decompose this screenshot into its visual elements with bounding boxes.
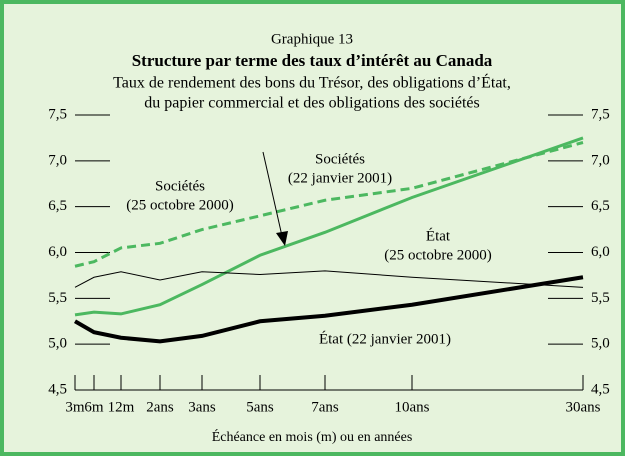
y-tick-label: 4,5: [591, 381, 610, 397]
chart-subtitle: du papier commercial et des obligations …: [144, 95, 479, 112]
series-label: État (22 janvier 2001): [319, 330, 451, 347]
series-label: (22 janvier 2001): [288, 170, 392, 186]
series-line: [74, 136, 584, 317]
y-tick-label: 5,0: [591, 336, 610, 352]
y-tick-label: 5,5: [591, 290, 610, 306]
chart-subtitle: Taux de rendement des bons du Trésor, de…: [113, 73, 511, 92]
series-label: Sociétés: [155, 178, 205, 194]
y-tick-label: 6,5: [48, 198, 67, 214]
y-tick-label: 7,5: [48, 106, 67, 122]
series-line: [74, 270, 584, 288]
x-tick-label: 30ans: [566, 399, 601, 415]
y-tick-label: 6,0: [48, 244, 67, 260]
y-tick-label: 7,5: [591, 106, 610, 122]
series-line: [74, 141, 584, 268]
x-tick-label: 12m: [108, 399, 135, 415]
series-label: (25 octobre 2000): [126, 197, 233, 213]
x-tick-label: 5ans: [246, 399, 274, 415]
y-tick-label: 5,5: [48, 290, 67, 306]
x-tick-label: 3ans: [188, 399, 216, 415]
series-label: Sociétés: [315, 151, 365, 167]
y-tick-label: 7,0: [48, 152, 67, 168]
y-tick-label: 4,5: [48, 381, 67, 397]
series-line: [73, 275, 584, 344]
chart-title: Structure par terme des taux d’intérêt a…: [132, 51, 493, 70]
x-tick-label: 6m: [84, 399, 104, 415]
y-tick-label: 7,0: [591, 152, 610, 168]
x-tick-label: 3m: [65, 399, 85, 415]
x-tick-label: 10ans: [395, 399, 430, 415]
y-tick-label: 5,0: [48, 336, 67, 352]
y-tick-label: 6,5: [591, 198, 610, 214]
series-label: État: [426, 227, 451, 244]
x-tick-label: 7ans: [311, 399, 339, 415]
x-axis-label: Échéance en mois (m) ou en années: [212, 428, 413, 445]
y-tick-label: 6,0: [591, 244, 610, 260]
series-label: (25 octobre 2000): [384, 247, 491, 263]
x-tick-label: 2ans: [146, 399, 174, 415]
arrow-head: [276, 231, 288, 246]
arrow: [262, 151, 283, 237]
chart-kicker: Graphique 13: [271, 31, 353, 47]
